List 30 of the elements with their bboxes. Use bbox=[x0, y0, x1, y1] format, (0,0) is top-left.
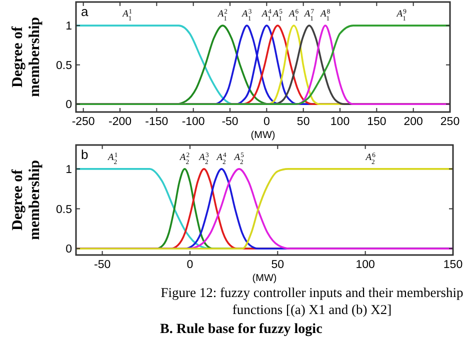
x-axis-title: (MW) bbox=[252, 273, 277, 284]
x-tick-label: -150 bbox=[145, 116, 168, 128]
y-tick-label: 1 bbox=[66, 20, 72, 33]
x-tick-label: 100 bbox=[330, 116, 350, 128]
caption: Figure 12: fuzzy controller inputs and their membership functions [(a) X1 and (b) X2] bbox=[160, 285, 464, 317]
x-tick-label: -50 bbox=[94, 259, 111, 271]
x-tick-label: 150 bbox=[443, 259, 463, 271]
y-axis-title: Degree of membership bbox=[10, 160, 43, 240]
y-axis-title: Degree of membership bbox=[10, 17, 43, 97]
x-tick-label: 200 bbox=[404, 116, 423, 128]
x-tick-label: -50 bbox=[222, 116, 238, 128]
x-tick-label: 0 bbox=[186, 259, 194, 271]
x-tick-label: -100 bbox=[182, 116, 205, 128]
x-tick-label: -200 bbox=[108, 116, 132, 128]
text: B. Rule base for fuzzy logic bbox=[160, 322, 322, 337]
annotation: a bbox=[81, 4, 89, 19]
y-tick-label: 0 bbox=[66, 99, 72, 112]
x-tick-label: 50 bbox=[271, 259, 284, 271]
y-tick-label: 0 bbox=[66, 244, 72, 256]
x-tick-label: 250 bbox=[440, 116, 460, 128]
x-tick-label: 0 bbox=[263, 116, 270, 128]
x-tick-label: 100 bbox=[356, 259, 375, 271]
annotation: b bbox=[81, 147, 88, 162]
x-tick-label: -250 bbox=[72, 116, 95, 128]
y-tick-label: 0.5 bbox=[56, 60, 72, 72]
x-tick-label: 150 bbox=[367, 116, 386, 128]
x-tick-label: 50 bbox=[296, 116, 310, 128]
y-tick-label: 0.5 bbox=[56, 204, 72, 216]
x-axis-title: (MW) bbox=[250, 130, 276, 141]
y-tick-label: 1 bbox=[66, 164, 72, 176]
